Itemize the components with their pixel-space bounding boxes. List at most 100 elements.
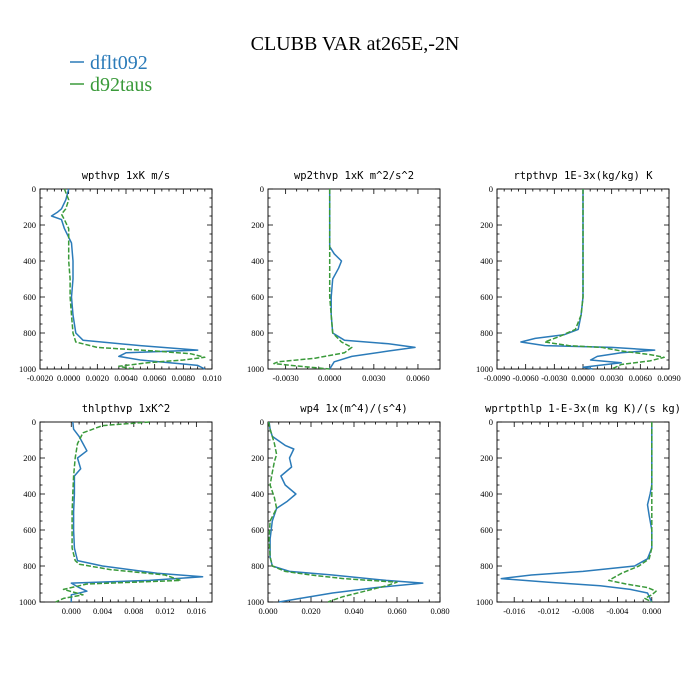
x-tick-label: -0.012 [538,606,560,616]
panel-6: wprtpthlp 1-E-3x(m kg K)/(s kg) 0 200 400 60… [476,403,681,616]
x-tick-label: 0.0090 [657,373,680,383]
x-tick-label: 0.004 [93,606,113,616]
y-tick-label: 1000 [19,597,36,607]
x-tick-label: -0.0030 [273,373,299,383]
x-tick-label: -0.0020 [27,373,53,383]
y-tick-label: 200 [480,220,493,230]
legend-label-dflt092: dflt092 [90,52,148,74]
axis-frame [39,188,213,370]
x-tick-label: 0.060 [387,606,406,616]
panel-title: wp4 1x(m^4)/(s^4) [300,403,407,415]
x-tick-label: 0.0040 [114,373,137,383]
y-tick-label: 600 [480,292,493,302]
x-tick-label: 0.0080 [172,373,195,383]
x-tick-label: 0.0000 [318,373,341,383]
series-line-d92taus [60,188,206,370]
y-tick-label: 0 [260,417,264,427]
y-tick-label: 400 [23,489,36,499]
y-tick-label: 1000 [476,597,493,607]
series-line-dflt092 [520,189,656,370]
series-line-d92taus [544,189,665,370]
x-tick-label: 0.008 [124,606,143,616]
axis-frame [496,421,670,603]
x-tick-label: 0.0000 [571,373,594,383]
y-tick-label: 1000 [247,597,264,607]
x-tick-label: -0.008 [572,606,594,616]
figure-title: CLUBB VAR at265E,-2N [251,33,460,55]
panel-4: thlpthvp 1xK^2 0 200 400 600 800 1000 0.000 0.00… [19,403,213,616]
x-tick-label: 0.020 [301,606,320,616]
x-tick-label: 0.0060 [406,373,429,383]
y-tick-label: 200 [23,220,36,230]
y-tick-label: 400 [480,256,493,266]
x-tick-label: 0.080 [430,606,449,616]
x-tick-label: 0.016 [187,606,206,616]
legend-label-d92taus: d92taus [90,74,152,96]
y-tick-label: 0 [489,184,493,194]
y-tick-label: 0 [32,417,36,427]
x-tick-label: -0.0030 [541,373,567,383]
panel-title: thlpthvp 1xK^2 [82,403,171,415]
y-tick-label: 1000 [476,364,493,374]
y-tick-label: 600 [23,525,36,535]
series-line-d92taus [273,189,353,370]
series-line-d92taus [267,421,398,603]
y-tick-label: 200 [480,453,493,463]
axis-frame [267,188,441,370]
panel-title: wprtpthlp 1-E-3x(m kg K)/(s kg) [485,403,681,415]
y-tick-label: 200 [23,453,36,463]
panel-title: wp2thvp 1xK m^2/s^2 [294,170,414,182]
x-tick-label: 0.010 [202,373,221,383]
y-tick-label: 600 [480,525,493,535]
x-tick-label: 0.0000 [57,373,80,383]
x-tick-label: 0.0030 [362,373,385,383]
y-tick-label: 800 [251,561,264,571]
series-line-dflt092 [50,188,206,370]
y-tick-label: 800 [23,328,36,338]
x-tick-label: -0.016 [503,606,525,616]
x-tick-label: 0.0060 [629,373,652,383]
x-tick-label: 0.000 [62,606,81,616]
x-tick-label: 0.040 [344,606,363,616]
y-tick-label: 400 [480,489,493,499]
x-tick-label: -0.0060 [513,373,539,383]
x-tick-label: -0.0090 [484,373,510,383]
y-tick-label: 200 [251,453,264,463]
x-tick-label: 0.012 [156,606,175,616]
y-tick-label: 1000 [247,364,264,374]
y-tick-label: 600 [251,292,264,302]
y-tick-label: 800 [480,328,493,338]
panel-3: rtpthvp 1E-3x(kg/kg) K02004006008001000-… [476,170,681,383]
panel-title: wpthvp 1xK m/s [82,170,171,182]
y-tick-label: 1000 [19,364,36,374]
x-tick-label: 0.0060 [143,373,166,383]
series-line-dflt092 [500,422,653,603]
legend: dflt092 d92taus [70,52,152,96]
panel-2: wp2thvp 1xK m^2/s^2 0 200 400 600 800 1000 -0.0… [247,170,441,383]
x-tick-label: 0.0030 [600,373,623,383]
series-line-dflt092 [70,421,204,602]
x-tick-label: 0.0020 [86,373,109,383]
y-tick-label: 800 [251,328,264,338]
y-tick-label: 400 [251,489,264,499]
y-tick-label: 600 [251,525,264,535]
x-tick-label: 0.000 [642,606,661,616]
y-tick-label: 400 [23,256,36,266]
y-tick-label: 0 [489,417,493,427]
y-tick-label: 400 [251,256,264,266]
x-tick-label: -0.004 [606,606,629,616]
series-line-dflt092 [268,421,424,603]
y-tick-label: 800 [23,561,36,571]
panel-title: rtpthvp 1E-3x(kg/kg) K [513,170,653,182]
y-tick-label: 200 [251,220,264,230]
y-tick-label: 600 [23,292,36,302]
y-tick-label: 0 [260,184,264,194]
x-tick-label: 0.000 [258,606,277,616]
series-line-d92taus [608,422,657,603]
y-tick-label: 0 [32,184,36,194]
panel-1: wpthvp 1xK m/s 0 200 400 600 800 1000-0.0020 0.… [19,170,222,383]
series-line-d92taus [55,421,182,603]
